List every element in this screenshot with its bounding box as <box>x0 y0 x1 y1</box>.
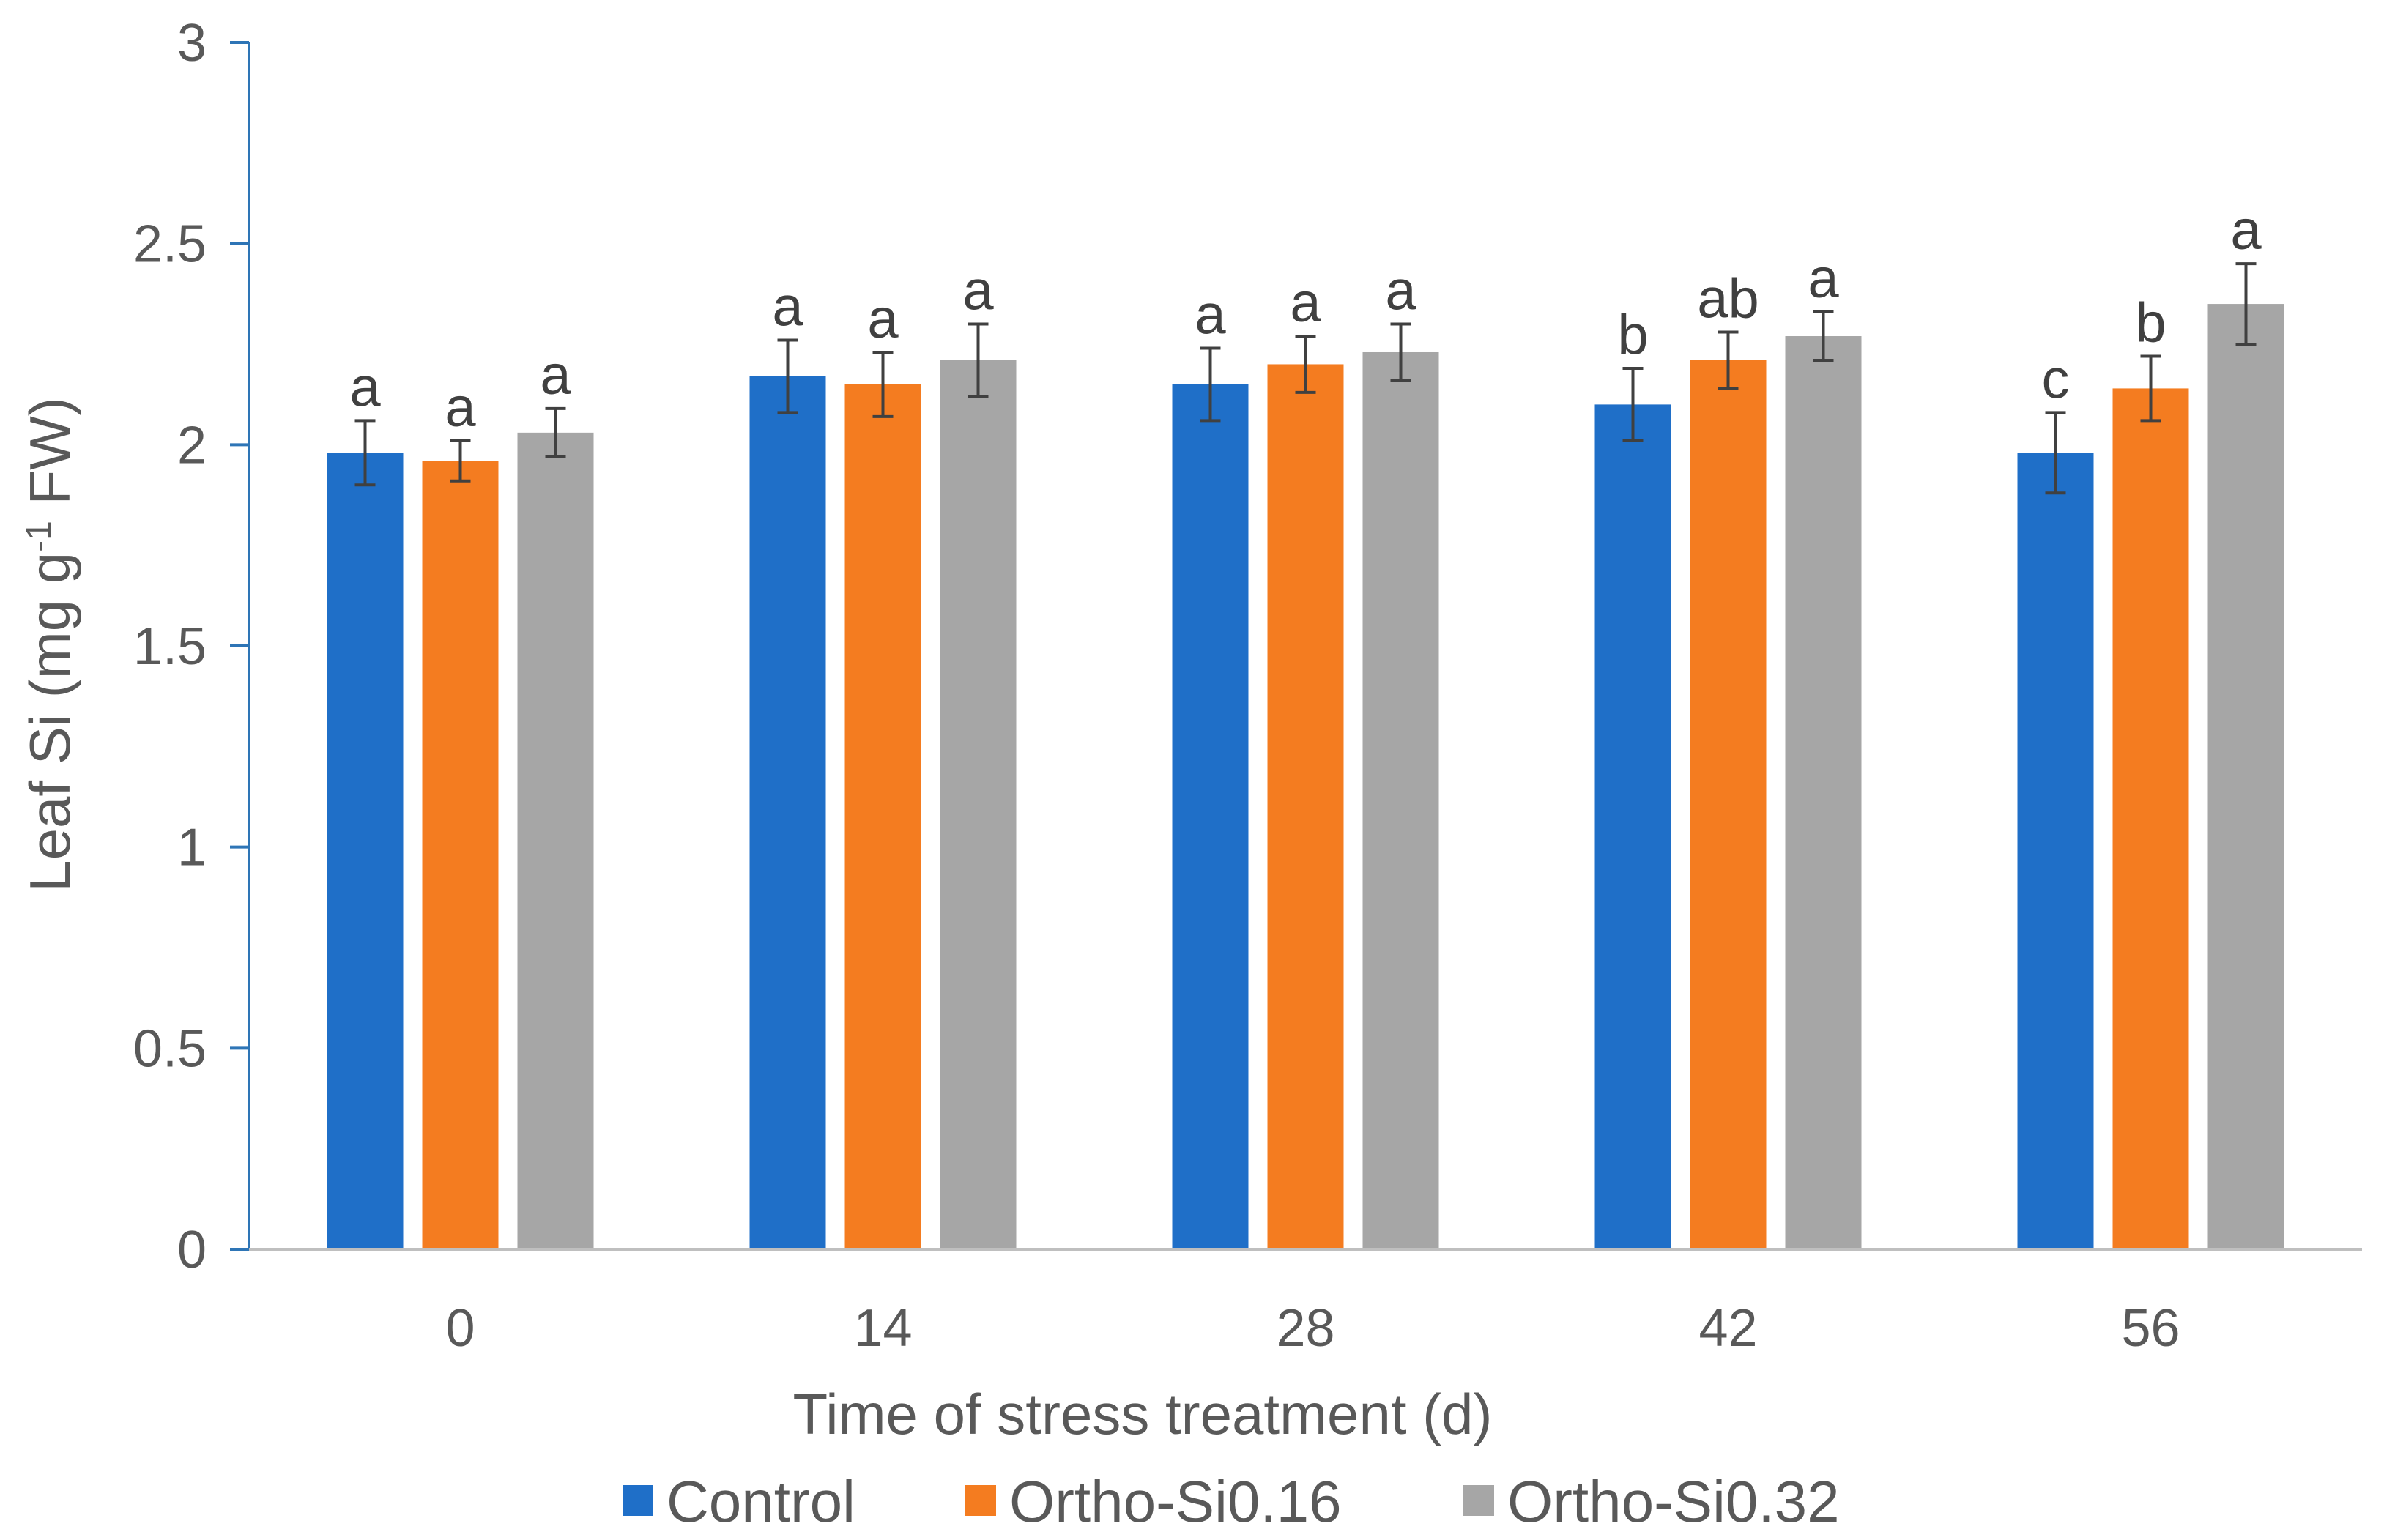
error-bar <box>1718 330 1739 390</box>
bar-ortho-si0-32-day-14 <box>940 360 1017 1249</box>
error-bar <box>1622 366 1644 442</box>
significance-letter: a <box>867 288 899 350</box>
significance-letter: a <box>1385 260 1416 322</box>
bar-ortho-si0-32-day-0 <box>517 432 594 1250</box>
error-bar <box>2045 411 2066 495</box>
y-axis-title-superscript: -1 <box>20 521 59 552</box>
significance-letter: a <box>1195 283 1226 346</box>
bar-ortho-si0-32-day-56 <box>2207 304 2284 1250</box>
legend-item: Ortho-Si0.32 <box>1463 1469 1840 1534</box>
x-tick-label: 56 <box>2121 1299 2180 1358</box>
error-bar <box>545 406 566 458</box>
bar-control-day-56 <box>2017 453 2094 1249</box>
significance-letter: c <box>2042 348 2070 410</box>
significance-letter: b <box>1617 304 1648 366</box>
error-bar <box>1390 322 1411 382</box>
bar-ortho-si0-16-day-0 <box>422 461 499 1249</box>
error-bars-group <box>354 262 2257 495</box>
significance-letter: b <box>2135 291 2166 354</box>
legend-label: Ortho-Si0.32 <box>1507 1469 1840 1534</box>
y-axis-title-unit: FW) <box>18 397 82 521</box>
y-tick-label: 1.5 <box>133 617 207 676</box>
bars-group <box>327 304 2284 1250</box>
bar-control-day-0 <box>327 453 404 1249</box>
bar-ortho-si0-16-day-14 <box>844 384 921 1249</box>
y-tick-label: 3 <box>177 14 207 72</box>
significance-letter: a <box>962 260 994 322</box>
error-bar <box>1200 346 1221 423</box>
x-tick-label: 42 <box>1698 1299 1757 1358</box>
x-tick-label: 0 <box>445 1299 475 1358</box>
significance-letter: a <box>445 376 476 439</box>
y-tick-label: 2.5 <box>133 215 207 274</box>
bar-ortho-si0-16-day-28 <box>1267 364 1344 1249</box>
legend-label: Ortho-Si0.16 <box>1009 1469 1342 1534</box>
bar-ortho-si0-32-day-28 <box>1362 351 1439 1249</box>
y-tick-label: 0.5 <box>133 1019 207 1078</box>
bar-control-day-28 <box>1172 384 1249 1249</box>
error-bar <box>450 439 471 483</box>
y-axis-title: Leaf Si (mg g-1 FW) <box>18 397 82 892</box>
y-tick-label: 0 <box>177 1221 207 1279</box>
x-tick-label: 14 <box>853 1299 912 1358</box>
significance-letter: a <box>1290 272 1321 334</box>
error-bar <box>2235 262 2257 346</box>
legend-item: Control <box>623 1469 855 1534</box>
error-bar <box>1813 310 1834 362</box>
y-axis-title-main: Leaf Si (mg g <box>18 552 82 892</box>
bar-control-day-42 <box>1594 404 1671 1249</box>
significance-letter: a <box>2230 199 2262 261</box>
error-bar <box>1295 335 1316 394</box>
significance-letter: ab <box>1697 268 1759 330</box>
x-axis-title: Time of stress treatment (d) <box>792 1382 1492 1446</box>
bar-ortho-si0-16-day-56 <box>2112 388 2189 1249</box>
y-tick-label: 2 <box>177 416 207 475</box>
significance-letter: a <box>349 356 381 418</box>
error-bar <box>2140 354 2161 423</box>
x-tick-label: 28 <box>1276 1299 1334 1358</box>
bar-control-day-14 <box>749 376 826 1249</box>
legend-label: Control <box>666 1469 855 1534</box>
y-tick-label: 1 <box>177 819 207 877</box>
y-axis: 0 0.5 1 1.5 2 2.5 3 <box>133 14 250 1279</box>
significance-letter: a <box>772 276 803 338</box>
error-bar <box>968 322 989 398</box>
significance-letter: a <box>540 344 571 406</box>
legend-swatch <box>965 1485 996 1516</box>
x-axis: 0 14 28 42 56 <box>249 1248 2362 1358</box>
legend-item: Ortho-Si0.16 <box>965 1469 1342 1534</box>
legend: Control Ortho-Si0.16 Ortho-Si0.32 <box>623 1469 1840 1534</box>
error-bar <box>777 338 798 414</box>
error-bar <box>872 350 894 418</box>
bar-ortho-si0-16-day-42 <box>1690 360 1767 1249</box>
legend-swatch <box>623 1485 653 1516</box>
legend-swatch <box>1463 1485 1494 1516</box>
significance-letter: a <box>1808 248 1839 310</box>
bar-ortho-si0-32-day-42 <box>1785 336 1862 1250</box>
error-bar <box>354 419 376 487</box>
